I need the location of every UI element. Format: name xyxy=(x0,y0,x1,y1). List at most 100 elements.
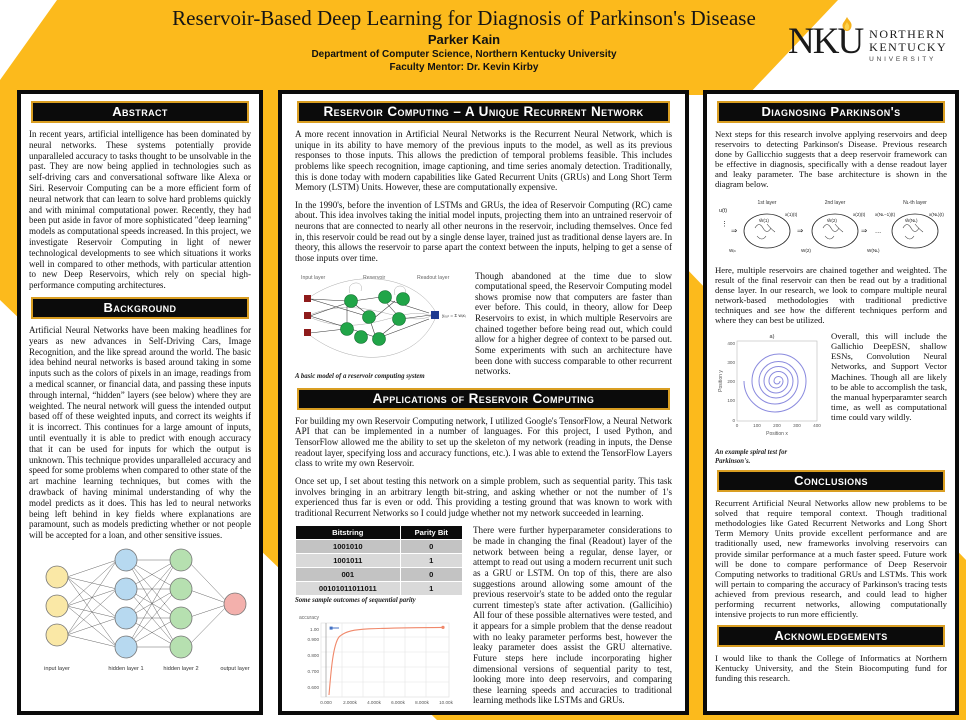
table-row: 1001010 0 xyxy=(295,539,464,555)
nn-label-hidden2: hidden layer 2 xyxy=(163,666,198,672)
xtick: 2.000k xyxy=(343,700,357,705)
acknowledgements-text: I would like to thank the College of Inf… xyxy=(715,653,947,684)
spiral-xtick: 100 xyxy=(753,423,761,428)
spiral-figure-caption: An example spiral test for Parkinson's. xyxy=(715,449,788,465)
reservoir-history-paragraph: In the 1990's, before the invention of L… xyxy=(295,199,672,263)
tensorflow-paragraph: For building my own Reservoir Computing … xyxy=(295,415,672,469)
xtick: 0.000 xyxy=(320,700,332,705)
ytick: 1.00 xyxy=(310,627,319,632)
chain-xn-label: x(Nʟ)(t) xyxy=(929,212,944,217)
section-heading-abstract: Abstract xyxy=(31,101,249,123)
reservoir-model-figure: Input layer Reservoir Readout layer xyxy=(301,275,466,358)
section-heading-conclusions: Conclusions xyxy=(717,470,945,493)
abstract-text: In recent years, artificial intelligence… xyxy=(29,129,251,291)
nku-logo-acronym: NKU xyxy=(788,17,864,62)
section-heading-applications: Applications of Reservoir Computing xyxy=(297,387,670,410)
logo-line1: NORTHERN xyxy=(869,27,946,41)
deep-reservoir-chain-figure: 1st layer 2nd layer Nʟ-th layer u(t) ⋮ ⇒… xyxy=(719,200,944,253)
resfig-readout-node xyxy=(431,310,439,319)
chain-x1-label: x(1)(t) xyxy=(785,212,798,217)
nn-nodes xyxy=(45,548,247,659)
author-name: Parker Kain xyxy=(427,32,501,47)
conclusions-text: Recurrent Artificial Neural Networks all… xyxy=(715,498,947,620)
chain-win-label: Wᵢₙ xyxy=(729,248,736,253)
spiral-ytick: 200 xyxy=(727,379,735,384)
logo-line2: KENTUCKY xyxy=(869,40,948,54)
nn-label-hidden1: hidden layer 1 xyxy=(108,666,143,672)
resfig-reservoir-nodes xyxy=(340,289,410,346)
spiral-ytick: 100 xyxy=(727,398,735,403)
bitstring-table: Bitstring Parity Bit 1001010 0 1001011 1 0… xyxy=(295,525,464,597)
xtick: 10.00k xyxy=(439,700,453,705)
chain-w2-weight-label: W(2) xyxy=(801,248,811,253)
chain-layer2-label: 2nd layer xyxy=(825,200,846,206)
table-header-bitstring: Bitstring xyxy=(295,525,401,541)
spiral-ytick: 400 xyxy=(727,341,735,346)
spiral-ytick: 300 xyxy=(727,360,735,365)
section-heading-reservoir-computing: Reservoir Computing – A Unique Recurrent… xyxy=(297,101,670,123)
spiral-trace xyxy=(743,353,807,413)
author-department: Department of Computer Science, Northern… xyxy=(311,49,617,60)
chain-wn-weight-label: W(Nʟ) xyxy=(867,248,880,253)
spiral-xtick: 200 xyxy=(773,423,781,428)
accuracy-chart-ylabel: accuracy xyxy=(299,615,320,621)
xtick: 8.000k xyxy=(415,700,429,705)
reservoir-figure-caption: A basic model of a reservoir computing s… xyxy=(295,372,425,380)
nn-label-output: output layer xyxy=(220,666,249,672)
ytick: 0.900 xyxy=(308,637,320,642)
left-column-panel: Abstract In recent years, artificial int… xyxy=(17,90,263,715)
chain-w1-label: Ŵ(1) xyxy=(759,217,769,223)
nku-logo-words: NORTHERN KENTUCKY UNIVERSITY xyxy=(869,22,948,64)
poster-header: Reservoir-Based Deep Learning for Diagno… xyxy=(128,6,800,73)
page-title: Reservoir-Based Deep Learning for Diagno… xyxy=(172,6,756,30)
spiral-figure: a) 400 300 200 100 0 0 100 200 300 400 P… xyxy=(718,334,821,437)
spiral-xlabel: Position x xyxy=(766,431,788,437)
chain-wN-label: Ŵ(Nʟ) xyxy=(905,217,918,223)
spiral-xtick: 400 xyxy=(813,423,821,428)
svg-text:...: ... xyxy=(875,226,881,235)
deep-reservoir-paragraph: Though abandoned at the time due to slow… xyxy=(475,270,672,377)
middle-column-panel: Reservoir Computing – A Unique Recurrent… xyxy=(278,90,689,715)
chain-layer1-label: 1st layer xyxy=(758,200,777,206)
nku-flame-icon xyxy=(842,17,852,31)
bitstring-table-caption: Some sample outcomes of sequential parit… xyxy=(295,597,416,605)
chain-xn1-label: x(Nʟ−1)(t) xyxy=(875,212,896,217)
xtick: 4.000k xyxy=(367,700,381,705)
chain-reservoir-scribbles xyxy=(754,223,924,239)
sequential-parity-paragraph: Once set up, I set about testing this ne… xyxy=(295,475,672,518)
ytick: 0.700 xyxy=(308,669,320,674)
chained-reservoirs-paragraph: Here, multiple reservoirs are chained to… xyxy=(715,264,947,326)
spiral-ytick: 0 xyxy=(732,418,735,423)
nn-edges xyxy=(66,559,230,648)
table-row: 001 0 xyxy=(295,567,464,583)
logo-line3: UNIVERSITY xyxy=(869,56,937,63)
resfig-formula: yₒᵤₜ = Σ wᵢxᵢ xyxy=(442,313,466,318)
xtick: 6.000k xyxy=(391,700,405,705)
table-header-row: Bitstring Parity Bit xyxy=(295,525,464,541)
nku-logo: NKU NORTHERN KENTUCKY UNIVERSITY xyxy=(788,17,948,64)
resfig-label-input: Input layer xyxy=(301,275,325,281)
spiral-xtick: 0 xyxy=(736,423,739,428)
hyperparameter-paragraph: There were further hyperparameter consid… xyxy=(473,525,672,706)
chain-layerN-label: Nʟ-th layer xyxy=(903,200,927,206)
accuracy-chart: accuracy 1.00 0.900 0.800 0.700 0.600 0.… xyxy=(299,615,454,705)
chain-input-dots: ⋮ xyxy=(721,221,728,228)
background-text: Artificial Neural Networks have been mak… xyxy=(29,324,251,541)
methods-comparison-paragraph: Overall, this will include the Gallichio… xyxy=(831,331,947,422)
section-heading-background: Background xyxy=(31,296,249,319)
table-row: 1001011 1 xyxy=(295,553,464,569)
spiral-ylabel: Position y xyxy=(718,370,724,392)
table-row: 00101011011011 1 xyxy=(295,581,464,597)
nn-label-input: input layer xyxy=(44,666,70,672)
diagnosing-intro-paragraph: Next steps for this research involve app… xyxy=(715,129,947,190)
neural-network-figure: input layer hidden layer 1 hidden layer … xyxy=(44,548,250,672)
ytick: 0.800 xyxy=(308,653,320,658)
training-accuracy-curve xyxy=(328,626,444,695)
reservoir-intro-paragraph: A more recent innovation in Artificial N… xyxy=(295,129,672,193)
right-column-panel: Diagnosing Parkinson's Next steps for th… xyxy=(703,90,959,715)
faculty-mentor: Faculty Mentor: Dr. Kevin Kirby xyxy=(389,62,539,73)
resfig-label-readout: Readout layer xyxy=(417,275,450,281)
section-heading-acknowledgements: Acknowledgements xyxy=(717,625,945,648)
spiral-xtick: 300 xyxy=(793,423,801,428)
resfig-input-nodes xyxy=(304,294,311,336)
